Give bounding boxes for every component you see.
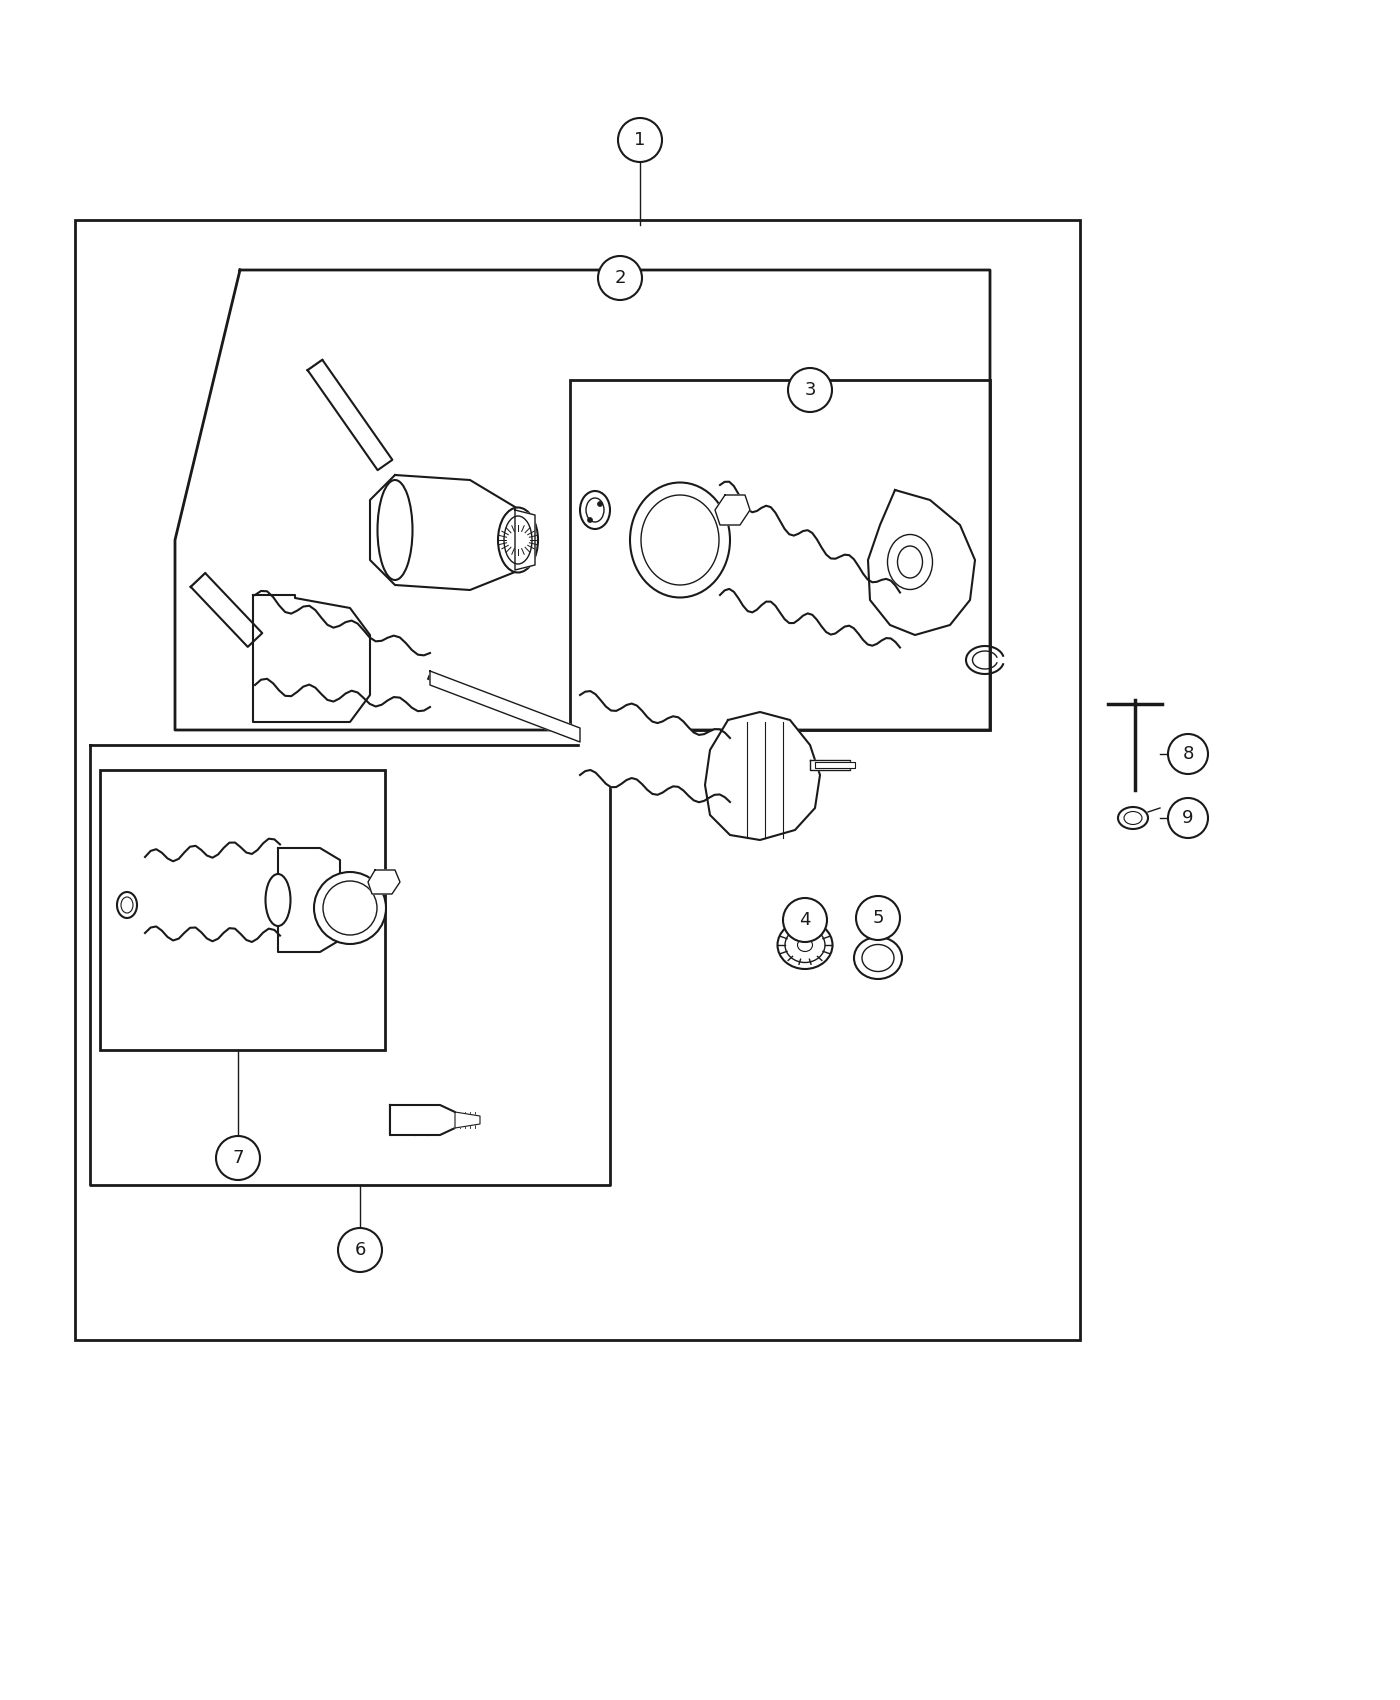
Polygon shape	[811, 760, 850, 770]
Ellipse shape	[630, 483, 729, 597]
Circle shape	[598, 257, 643, 299]
Ellipse shape	[862, 945, 895, 971]
Ellipse shape	[785, 928, 825, 962]
Circle shape	[1168, 734, 1208, 774]
Text: 5: 5	[872, 910, 883, 926]
Text: 1: 1	[634, 131, 645, 150]
Text: 7: 7	[232, 1149, 244, 1166]
Ellipse shape	[323, 881, 377, 935]
Text: 8: 8	[1183, 745, 1194, 763]
Ellipse shape	[314, 872, 386, 944]
Polygon shape	[279, 848, 340, 952]
Circle shape	[783, 898, 827, 942]
Ellipse shape	[598, 502, 602, 507]
Ellipse shape	[266, 874, 291, 927]
Polygon shape	[368, 870, 400, 894]
Circle shape	[617, 117, 662, 162]
Text: 2: 2	[615, 269, 626, 287]
Ellipse shape	[888, 534, 932, 590]
Ellipse shape	[120, 898, 133, 913]
Polygon shape	[391, 1105, 461, 1136]
Polygon shape	[815, 762, 855, 768]
Ellipse shape	[641, 495, 720, 585]
Ellipse shape	[118, 892, 137, 918]
Polygon shape	[430, 672, 580, 741]
Bar	[570, 381, 990, 729]
Polygon shape	[253, 595, 370, 722]
Ellipse shape	[897, 546, 923, 578]
Polygon shape	[706, 712, 820, 840]
Bar	[76, 219, 1079, 1340]
Ellipse shape	[588, 517, 592, 522]
Ellipse shape	[854, 937, 902, 979]
Ellipse shape	[777, 921, 833, 969]
Circle shape	[337, 1227, 382, 1272]
Polygon shape	[868, 490, 974, 636]
Ellipse shape	[580, 491, 610, 529]
Ellipse shape	[378, 479, 413, 580]
Polygon shape	[515, 510, 535, 570]
Text: 6: 6	[354, 1241, 365, 1260]
Polygon shape	[308, 360, 392, 471]
Ellipse shape	[587, 498, 603, 522]
Text: 3: 3	[804, 381, 816, 400]
Circle shape	[1168, 797, 1208, 838]
Polygon shape	[455, 1112, 480, 1129]
Circle shape	[855, 896, 900, 940]
Bar	[99, 770, 385, 1051]
Ellipse shape	[798, 938, 812, 952]
Ellipse shape	[498, 508, 538, 573]
Polygon shape	[370, 474, 519, 590]
Text: 9: 9	[1182, 809, 1194, 826]
Ellipse shape	[1124, 811, 1142, 824]
Ellipse shape	[1119, 808, 1148, 830]
Polygon shape	[715, 495, 750, 525]
Polygon shape	[190, 573, 262, 648]
Circle shape	[788, 367, 832, 411]
Text: 4: 4	[799, 911, 811, 928]
Circle shape	[216, 1136, 260, 1180]
